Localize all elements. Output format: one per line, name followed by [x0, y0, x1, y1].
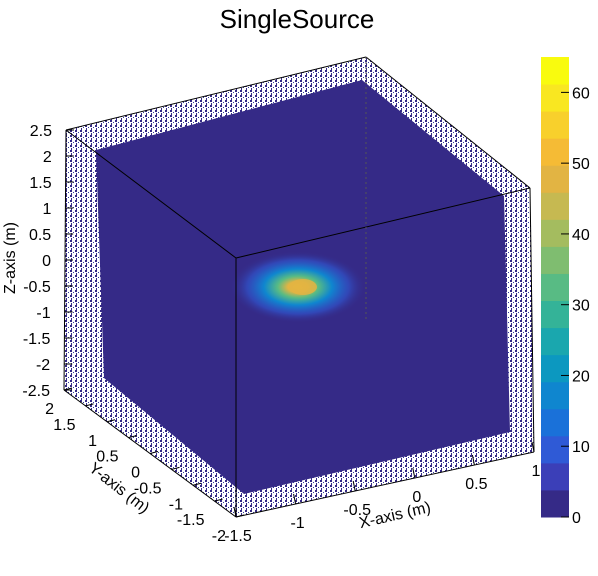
- colorbar-swatch: [541, 165, 569, 193]
- colorbar: 0 10 20 30 40 50 60: [541, 57, 590, 527]
- colorbar-swatch: [541, 463, 569, 491]
- y-tick-label: -1.5: [177, 512, 205, 529]
- colorbar-swatch: [541, 328, 569, 356]
- y-tick-label: 1.5: [53, 417, 75, 434]
- colorbar-swatch: [541, 246, 569, 274]
- y-tick-label: 2: [45, 401, 54, 418]
- x-tick-label: -1.5: [224, 528, 252, 545]
- colorbar-tick-label: 30: [572, 298, 590, 315]
- y-tick-label: -1: [169, 496, 183, 513]
- colorbar-swatch: [541, 57, 569, 85]
- colorbar-tick-label: 0: [572, 510, 581, 527]
- colorbar-swatch: [541, 84, 569, 112]
- colorbar-tick-label: 60: [572, 85, 590, 102]
- chart-title: SingleSource: [220, 4, 375, 34]
- source-peak: [289, 279, 317, 295]
- z-tick-label: -0.5: [23, 279, 51, 296]
- colorbar-tick-label: 10: [572, 439, 590, 456]
- colorbar-swatch: [541, 409, 569, 437]
- z-tick-label: -2: [36, 357, 50, 374]
- z-tick-label: 1: [42, 201, 51, 218]
- colorbar-swatch: [541, 138, 569, 166]
- z-tick-label: -1.5: [23, 331, 51, 348]
- z-tick-label: 1.5: [29, 175, 51, 192]
- colorbar-tick-label: 40: [572, 227, 590, 244]
- colorbar-swatch: [541, 490, 569, 518]
- y-tick-label: 0: [131, 465, 140, 482]
- x-tick-label: 1: [532, 463, 541, 480]
- colorbar-swatch: [541, 436, 569, 464]
- z-tick-label: -1: [36, 305, 50, 322]
- colorbar-swatch: [541, 273, 569, 301]
- z-tick-label: 2.5: [30, 123, 52, 140]
- colorbar-swatch: [541, 382, 569, 410]
- y-tick-label: 1: [88, 433, 97, 450]
- z-tick-label: 2: [43, 149, 52, 166]
- colorbar-swatch: [541, 111, 569, 139]
- colorbar-tick-label: 50: [572, 156, 590, 173]
- x-tick-label: -1: [290, 515, 304, 532]
- z-tick-label: 0.5: [29, 227, 51, 244]
- colorbar-swatch: [541, 192, 569, 220]
- colorbar-swatch: [541, 219, 569, 247]
- colorbar-swatch: [541, 355, 569, 383]
- z-tick-label: 0: [42, 253, 51, 270]
- z-axis-label: Z-axis (m): [2, 222, 19, 294]
- z-tick-label: -2.5: [22, 383, 50, 400]
- colorbar-tick-label: 20: [572, 368, 590, 385]
- x-tick-label: 0.5: [465, 476, 487, 493]
